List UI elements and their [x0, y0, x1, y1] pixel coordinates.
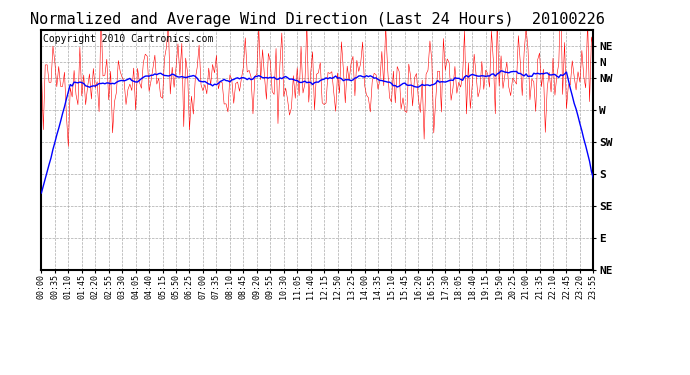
Text: Copyright 2010 Cartronics.com: Copyright 2010 Cartronics.com	[43, 34, 213, 44]
Title: Normalized and Average Wind Direction (Last 24 Hours)  20100226: Normalized and Average Wind Direction (L…	[30, 12, 605, 27]
